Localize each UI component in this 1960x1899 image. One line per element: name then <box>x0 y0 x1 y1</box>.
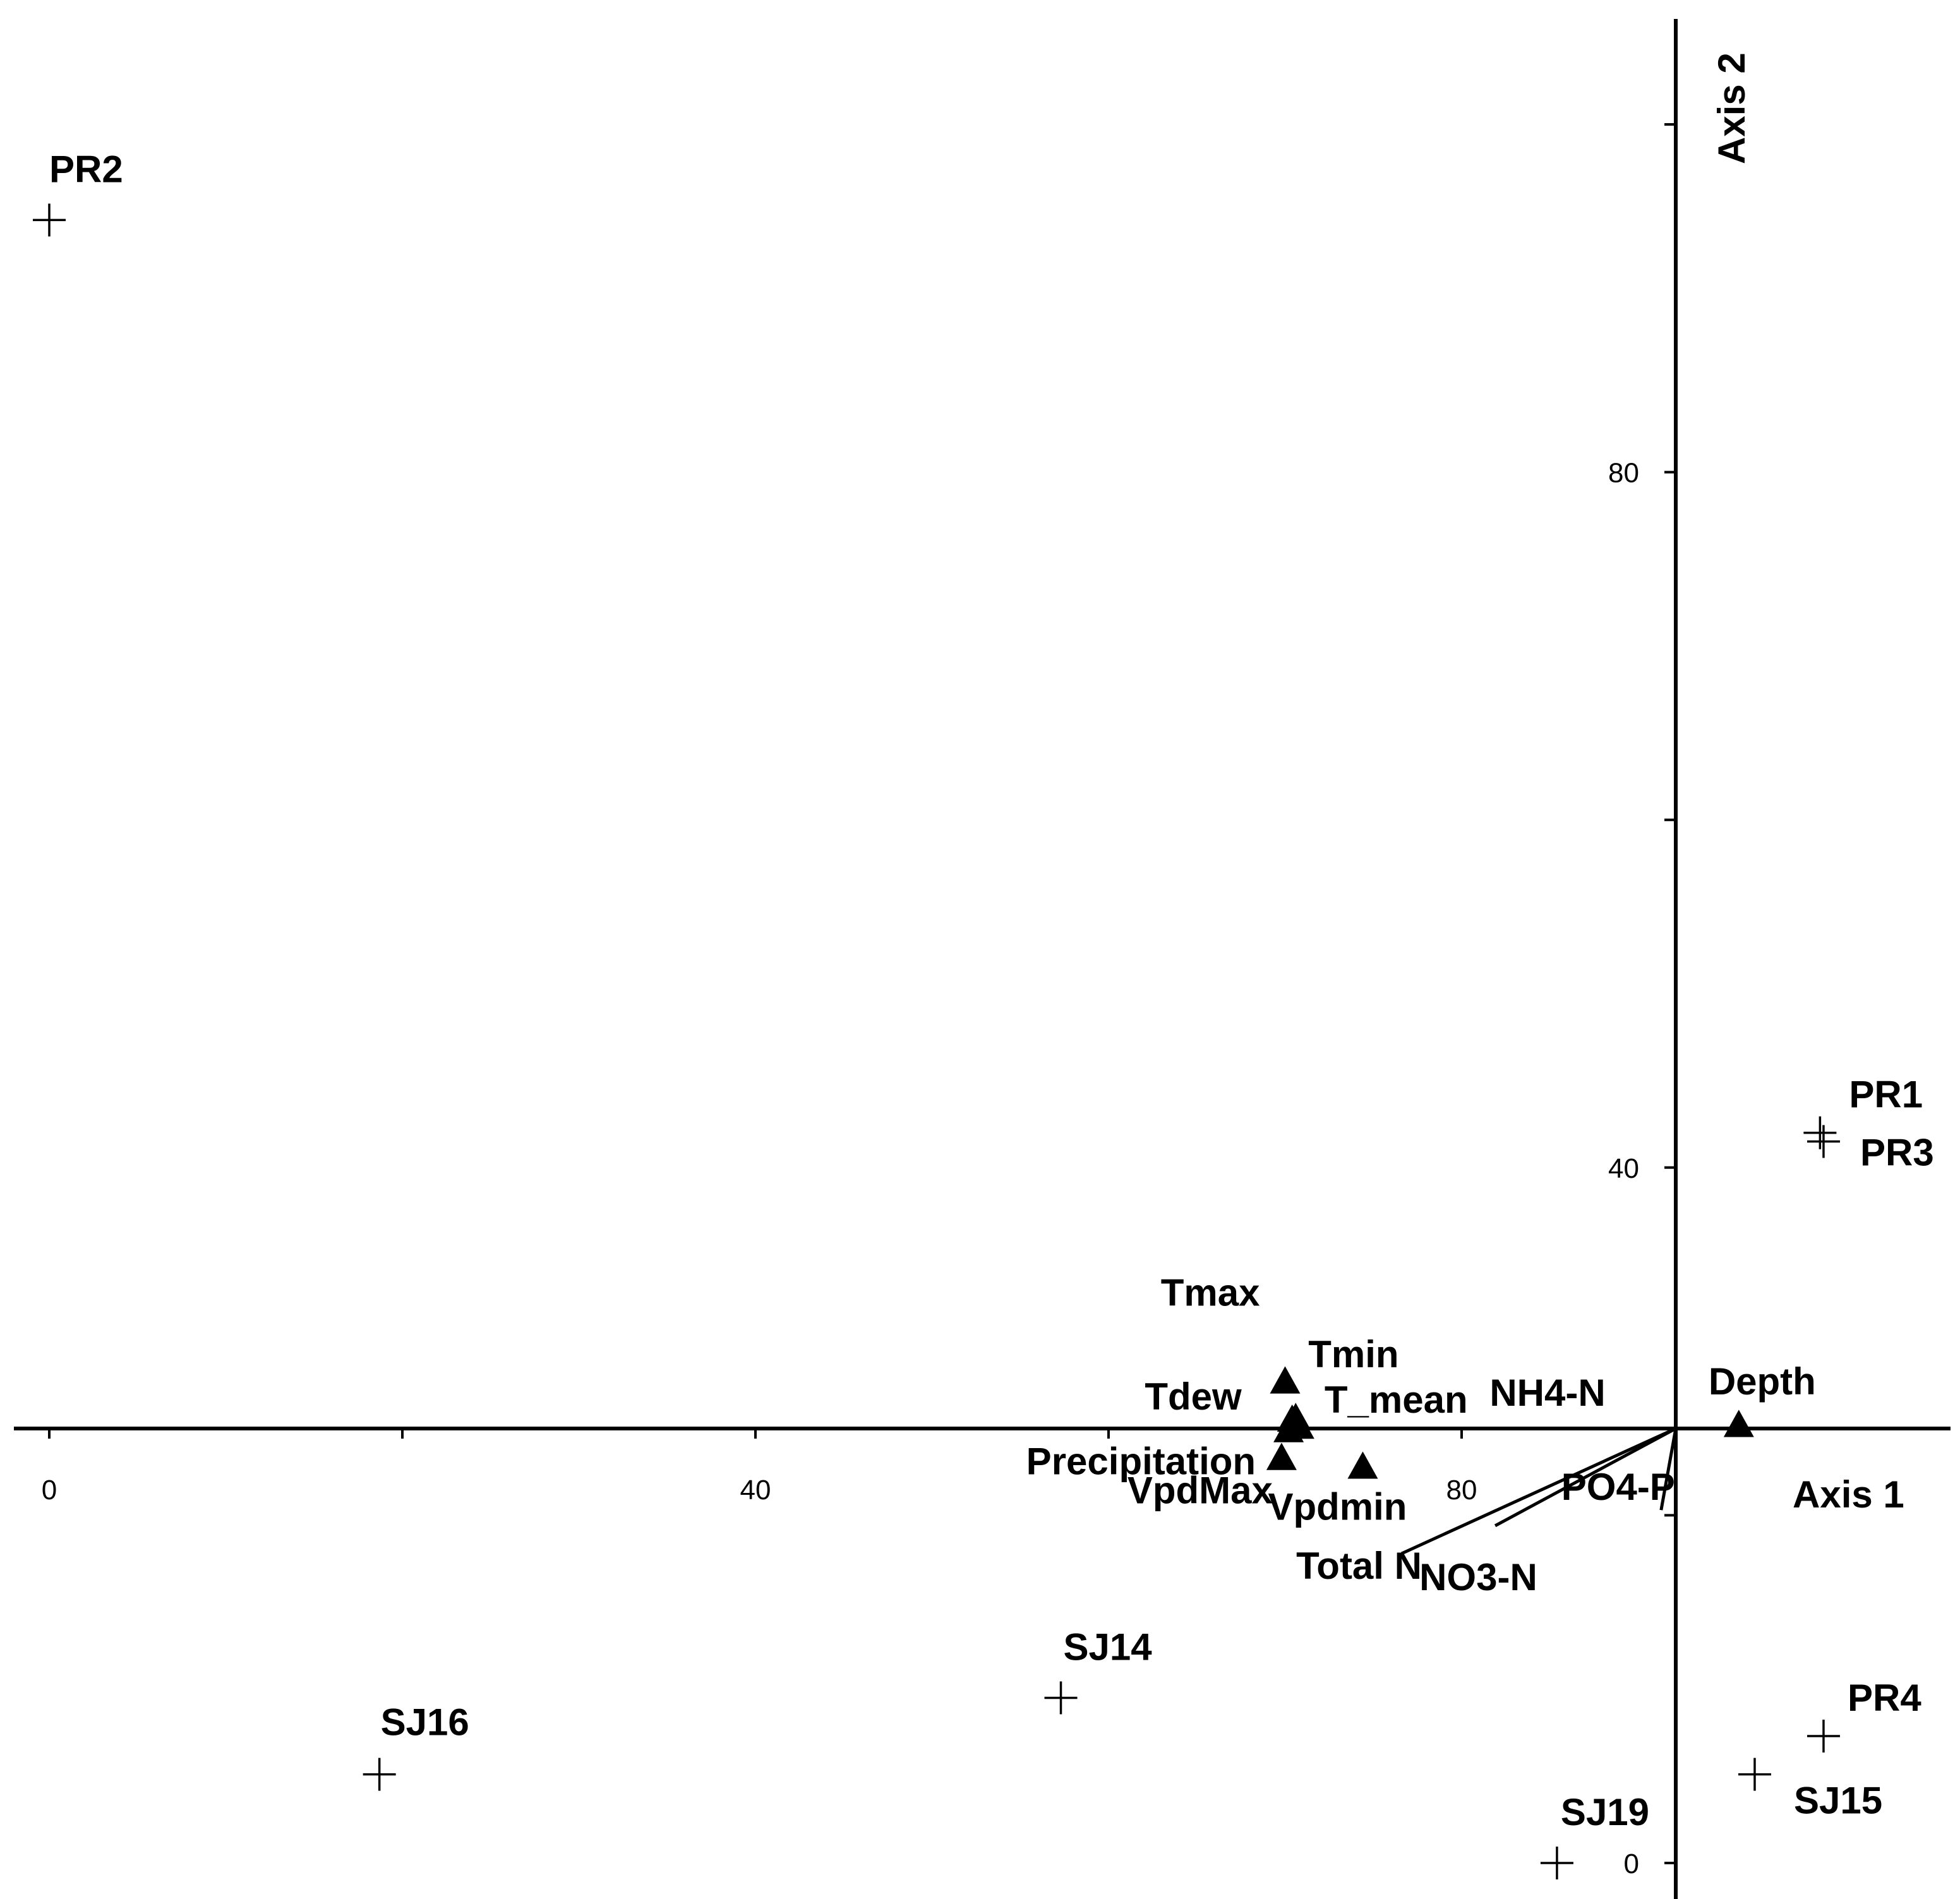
variable-label: NH4-N <box>1489 1372 1605 1414</box>
y-tick-label: 40 <box>1608 1153 1639 1184</box>
site-label: SJ15 <box>1794 1780 1882 1822</box>
variable-marker <box>1270 1366 1301 1394</box>
vector-line <box>1659 1428 1678 1511</box>
y-axis-ticks: 0 40 80 <box>1608 123 1676 1879</box>
y-axis-title: Axis 2 <box>1710 52 1753 164</box>
site-label: SJ14 <box>1064 1626 1153 1668</box>
site-label: PR4 <box>1848 1677 1921 1719</box>
x-axis-ticks: 0 40 80 <box>42 1429 1477 1506</box>
x-tick-label: 0 <box>42 1475 57 1506</box>
axes: 0 40 80 0 40 80 Axis 1 Axis 2 <box>14 19 1951 1899</box>
variable-label: Depth <box>1709 1360 1816 1403</box>
site-label: PR1 <box>1849 1074 1923 1116</box>
vector-line <box>1400 1427 1677 1555</box>
site-label: PR3 <box>1860 1132 1934 1174</box>
site-label: SJ16 <box>381 1701 469 1744</box>
vector-line <box>1494 1427 1677 1528</box>
variable-marker <box>1347 1451 1378 1479</box>
environment-vectors <box>1338 1427 1678 1555</box>
variable-label: Tmax <box>1161 1271 1260 1314</box>
variable-marker <box>1723 1410 1754 1437</box>
variable-label: Precipitation <box>1026 1441 1256 1483</box>
site-points: PR2 PR1 PR3 PR4 SJ15 SJ14 SJ16 SJ19 <box>33 148 1934 1879</box>
variable-label: PO4-P <box>1561 1466 1675 1508</box>
site-label: PR2 <box>49 148 123 190</box>
x-axis-title: Axis 1 <box>1793 1473 1904 1516</box>
variable-label: VpdMax <box>1127 1470 1273 1512</box>
variable-label: Vpdmin <box>1268 1485 1407 1528</box>
x-tick-label: 40 <box>740 1475 771 1506</box>
x-tick-label: 80 <box>1446 1475 1477 1506</box>
variable-label: Tmin <box>1308 1333 1398 1375</box>
variable-marker <box>1266 1442 1297 1470</box>
variable-label: T_mean <box>1325 1379 1468 1421</box>
variable-label: Tdew <box>1145 1375 1242 1418</box>
variable-label: NO3-N <box>1419 1556 1537 1598</box>
y-tick-label: 80 <box>1608 458 1639 489</box>
site-label: SJ19 <box>1561 1791 1649 1833</box>
variable-label: Total N <box>1296 1545 1422 1587</box>
variable-marker <box>1273 1415 1304 1442</box>
y-tick-label: 0 <box>1624 1848 1639 1879</box>
